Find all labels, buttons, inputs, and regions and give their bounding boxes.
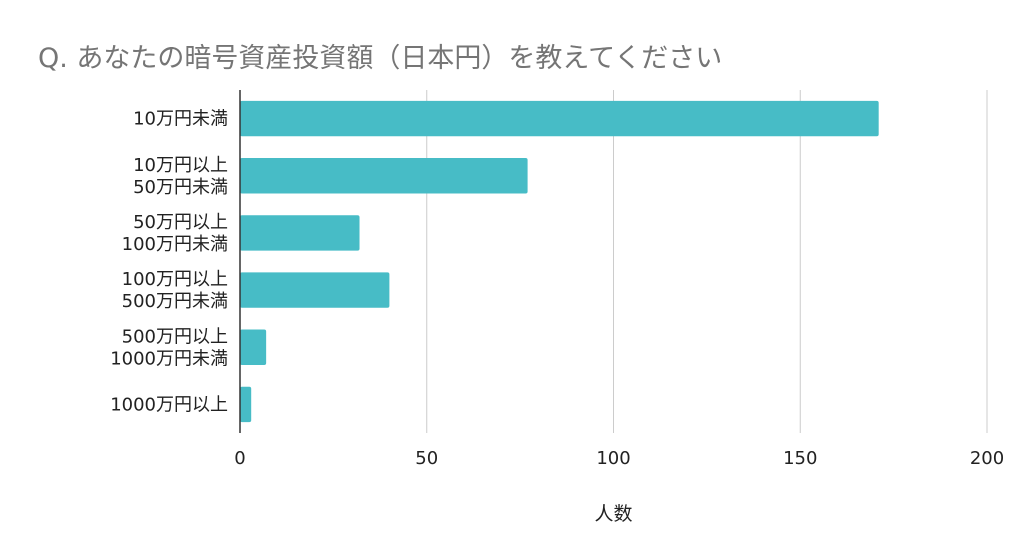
- x-tick-label: 200: [970, 448, 1004, 469]
- bar: [240, 215, 360, 251]
- bars: [240, 100, 879, 423]
- category-label: 10万円以上 50万円未満: [133, 155, 228, 198]
- x-tick-label: 50: [415, 448, 438, 469]
- bar: [240, 272, 390, 308]
- bar: [240, 158, 528, 194]
- x-tick-label: 100: [596, 448, 630, 469]
- gridlines: [426, 90, 988, 433]
- category-label: 100万円以上 500万円未満: [122, 269, 228, 312]
- bar: [240, 329, 267, 365]
- category-label: 1000万円以上: [110, 394, 228, 415]
- category-label: 500万円以上 1000万円未満: [110, 326, 228, 369]
- x-tick-label: 0: [234, 448, 245, 469]
- bar: [240, 100, 879, 137]
- x-axis-title: 人数: [594, 503, 632, 525]
- bar: [240, 386, 252, 423]
- category-label: 10万円未満: [133, 109, 228, 130]
- chart-title: Q. あなたの暗号資産投資額（日本円）を教えてください: [38, 43, 723, 74]
- x-tick-labels: 0 50 100 150 200: [234, 448, 1004, 469]
- category-labels: 10万円未満 10万円以上 50万円未満 50万円以上 100万円未満 100万円以上 50…: [110, 109, 228, 416]
- x-tick-label: 150: [783, 448, 817, 469]
- category-label: 50万円以上 100万円未満: [122, 212, 228, 255]
